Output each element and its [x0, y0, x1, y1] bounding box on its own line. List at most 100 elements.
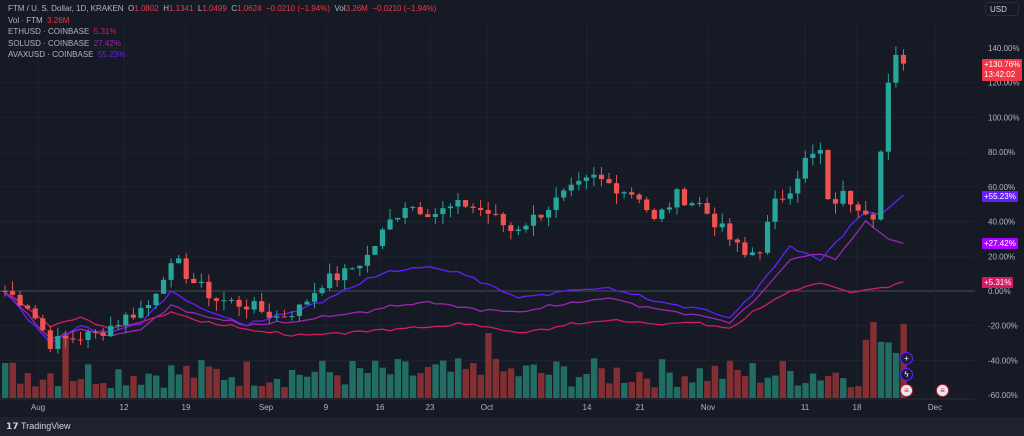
candle-body [108, 325, 114, 336]
tradingview-link[interactable]: TradingView [21, 421, 71, 431]
volume-bar [409, 375, 417, 398]
volume-bar [341, 384, 349, 398]
candle-body [281, 316, 287, 318]
candle-body [425, 214, 431, 217]
candle-body [787, 193, 793, 199]
volume-bar [719, 378, 726, 398]
tradingview-logo-icon[interactable]: 𝟭𝟳 [6, 421, 22, 431]
legend-eth[interactable]: ETHUSD · COINBASE 5.31% [8, 27, 117, 36]
volume-bar [439, 360, 447, 398]
candle-body [176, 258, 182, 264]
lightning-icon[interactable]: ϟ [900, 368, 913, 381]
candle-body [455, 200, 461, 207]
volume-bar [9, 362, 16, 398]
candle-body [327, 273, 333, 289]
legend-avax[interactable]: AVAXUSD · COINBASE 55.23% [8, 50, 126, 59]
volume-bar [198, 360, 205, 398]
candle-body [9, 291, 16, 295]
volume-bar [364, 373, 371, 398]
volume-bar [704, 381, 711, 398]
sol-tag: +27.42% [982, 238, 1018, 249]
candle-body [764, 221, 771, 253]
volume-bar [394, 358, 401, 398]
volume-bar [137, 384, 145, 398]
volume-bar [236, 385, 243, 398]
y-tick-label: 60.00% [988, 183, 1015, 192]
us-flag-event-icon[interactable]: ≡ [900, 384, 913, 397]
candle-body [478, 207, 484, 211]
volume-bar [711, 365, 719, 398]
volume-bar [734, 370, 741, 398]
legend-volume[interactable]: Vol · FTM 3.26M [8, 15, 70, 25]
x-tick-label: Oct [481, 403, 494, 412]
volume-bar [2, 363, 9, 398]
candle-body [349, 268, 355, 270]
candle-body [55, 336, 61, 349]
volume-bar [130, 375, 137, 398]
candle-body [832, 199, 839, 204]
candle-body [342, 268, 348, 281]
candle-body [674, 189, 680, 208]
volume-bar [281, 387, 288, 398]
volume-bar [455, 358, 462, 398]
volume-bar [855, 386, 862, 398]
volume-bar [606, 383, 613, 398]
candle-body [840, 190, 846, 204]
volume-bar [832, 372, 839, 398]
candle-body [727, 223, 733, 240]
volume-bar [568, 386, 575, 398]
volume-bar [824, 375, 832, 398]
candle-body [319, 288, 325, 294]
volume-bar [651, 387, 658, 398]
volume-bar [530, 364, 537, 398]
volume-bar [220, 379, 228, 398]
candle-body [810, 153, 816, 158]
candle-body [538, 214, 544, 218]
volume-bar [538, 372, 545, 398]
candle-body [395, 217, 401, 220]
candle-body [780, 198, 786, 200]
volume-bar [673, 386, 681, 398]
chart-canvas[interactable]: 140.00%120.00%100.00%80.00%60.00%40.00%2… [0, 0, 1024, 417]
x-tick-label: Aug [31, 403, 45, 412]
candle-body [25, 305, 31, 309]
candle-body [606, 179, 612, 184]
legend-main: FTM / U. S. Dollar, 1D, KRAKEN O1.0802 H… [8, 4, 437, 13]
volume-bar [160, 387, 167, 398]
candle-body [259, 301, 265, 312]
candle-body [523, 225, 529, 230]
volume-bar [100, 383, 107, 398]
x-tick-label: 16 [376, 403, 385, 412]
candle-body [364, 254, 370, 266]
volume-bar [115, 369, 122, 398]
y-tick-label: -60.00% [988, 391, 1018, 400]
volume-bar [590, 358, 598, 398]
volume-bar [356, 368, 364, 398]
candle-body [145, 305, 152, 309]
candle-body [62, 336, 68, 339]
x-tick-label: 23 [426, 403, 435, 412]
candle-body [583, 177, 589, 181]
candle-body [130, 314, 136, 318]
legend-sol[interactable]: SOLUSD · COINBASE 27.42% [8, 38, 121, 48]
x-tick-label: Nov [701, 403, 715, 412]
volume-bar [817, 380, 824, 398]
candle-body [213, 298, 219, 301]
candle-body [817, 149, 823, 154]
candle-body [138, 308, 144, 318]
volume-bar [598, 368, 605, 398]
add-icon[interactable]: + [900, 352, 913, 365]
volume-bar [54, 386, 62, 398]
currency-button[interactable]: USD [985, 2, 1019, 16]
candle-body [357, 265, 363, 269]
candle-body [893, 54, 899, 83]
volume-bar [749, 363, 756, 398]
y-tick-label: 140.00% [988, 44, 1020, 53]
volume-bar [470, 363, 477, 398]
us-flag-event-icon-2[interactable]: ≡ [936, 384, 949, 397]
candle-body [470, 206, 476, 208]
candle-body [274, 316, 280, 318]
candle-body [508, 225, 514, 232]
volume-bar [319, 360, 326, 398]
candle-body [734, 239, 740, 243]
